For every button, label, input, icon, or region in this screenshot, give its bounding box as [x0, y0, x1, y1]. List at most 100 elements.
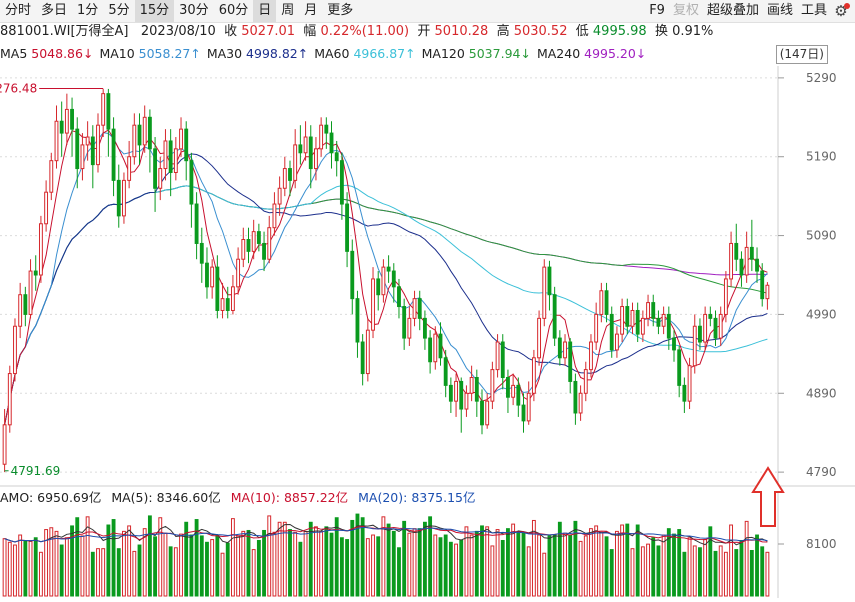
tool-button-3[interactable]: 画线: [766, 3, 793, 18]
period-tab-7[interactable]: 日: [253, 0, 277, 22]
candle-body: [749, 246, 754, 260]
volume-bar: [339, 537, 344, 597]
candle-body: [90, 136, 95, 166]
volume-bar: [459, 539, 464, 597]
volume-bar: [661, 534, 666, 597]
gear-icon[interactable]: ⚙: [833, 0, 850, 22]
volume-bar: [293, 531, 298, 597]
period-tab-9[interactable]: 月: [304, 3, 318, 18]
period-tab-6[interactable]: 60分: [218, 3, 249, 18]
ma-legend: MA5 5048.86↓ MA10 5058.27↑ MA30 4998.82↑ MA…: [0, 45, 652, 63]
candle-body: [464, 392, 469, 410]
candle-body: [718, 313, 723, 339]
volume-bar: [682, 551, 687, 597]
ma-legend-label: MA5: [0, 46, 32, 61]
range-button[interactable]: (147日): [775, 45, 828, 64]
candle-body: [620, 306, 625, 335]
ma-legend-label: MA120: [421, 46, 469, 61]
volume-bar: [80, 535, 85, 597]
candle-body: [23, 294, 28, 315]
period-tab-2[interactable]: 1分: [77, 3, 99, 18]
volume-bar: [314, 526, 318, 597]
tool-button-0[interactable]: F9: [649, 3, 665, 18]
candle-body: [583, 369, 588, 394]
candle-body: [360, 341, 365, 375]
change-label: 幅: [303, 24, 317, 39]
tool-button-1[interactable]: 复权: [672, 3, 699, 18]
ma-legend-label: MA10: [99, 46, 139, 61]
tool-button-4[interactable]: 工具: [800, 3, 827, 18]
candle-body: [345, 203, 350, 252]
ma-legend-value: 5048.86↓: [31, 46, 94, 61]
candle-body: [256, 231, 261, 244]
volume-bar: [521, 532, 526, 597]
candle-body: [469, 377, 474, 394]
candle-body: [75, 128, 80, 170]
candle-body: [630, 309, 635, 327]
period-tab-1[interactable]: 多日: [41, 3, 68, 18]
volume-bar: [500, 539, 505, 597]
candle-body: [163, 140, 168, 170]
period-tab-4[interactable]: 15分: [134, 0, 175, 22]
period-tab-5[interactable]: 30分: [179, 3, 209, 18]
volume-bar: [355, 513, 360, 597]
candle-body: [677, 349, 682, 386]
price-tick-label: 4990: [806, 307, 837, 321]
volume-bar: [599, 531, 604, 597]
volume-bar: [106, 524, 111, 597]
period-tab-10[interactable]: 更多: [327, 3, 354, 18]
volume-bar: [116, 548, 121, 597]
candle-body: [18, 294, 23, 327]
period-tab-0[interactable]: 分时: [5, 3, 32, 18]
volume-bar: [324, 526, 329, 597]
volume-legend: AMO: 6950.69亿 MA(5): 8346.60亿 MA(10): 8857…: [0, 489, 486, 507]
candle-body: [651, 302, 656, 319]
candle-body: [729, 242, 734, 280]
candle-body: [246, 239, 251, 252]
candle-body: [500, 341, 505, 378]
volume-bar: [433, 534, 438, 597]
volume-bar: [402, 520, 407, 597]
volume-bar: [708, 526, 713, 597]
candle-body: [531, 357, 536, 394]
candle-body: [578, 392, 583, 414]
volume-bar: [438, 537, 443, 597]
volume-bar: [729, 524, 734, 597]
candle-body: [173, 148, 178, 174]
volume-bar: [168, 546, 173, 597]
candle-body: [59, 120, 64, 134]
volume-bar: [308, 521, 313, 597]
candle-body: [158, 168, 163, 189]
volume-bar: [557, 521, 562, 597]
candle-body: [521, 404, 526, 422]
volume-bar: [75, 517, 80, 597]
period-tab-3[interactable]: 5分: [108, 3, 130, 18]
volume-legend-item-3: MA(20): 8375.15亿: [358, 490, 476, 505]
volume-bar: [713, 550, 718, 597]
volume-bar: [656, 545, 661, 597]
tool-button-2[interactable]: 超级叠加: [706, 3, 759, 18]
candle-body: [111, 128, 116, 181]
candle-body: [350, 250, 355, 300]
candle-body: [303, 136, 308, 154]
candle-body: [314, 148, 318, 170]
candle-body: [179, 128, 183, 150]
volume-tick-label: 8100: [806, 537, 837, 551]
volume-bar: [360, 517, 365, 597]
candle-body: [184, 128, 189, 162]
volume-bar: [469, 534, 474, 597]
candle-body: [147, 116, 152, 150]
volume-bar: [158, 517, 163, 597]
volume-bar: [573, 520, 578, 597]
volume-bar: [620, 524, 625, 597]
candle-body: [646, 302, 650, 319]
period-tab-8[interactable]: 周: [281, 3, 295, 18]
volume-bar: [44, 529, 49, 597]
candle-body: [376, 278, 381, 296]
volume-bar: [677, 529, 682, 597]
candle-body: [54, 120, 59, 162]
volume-bar: [173, 547, 178, 597]
candle-body: [397, 286, 401, 308]
ma-legend-label: MA240: [536, 46, 585, 61]
